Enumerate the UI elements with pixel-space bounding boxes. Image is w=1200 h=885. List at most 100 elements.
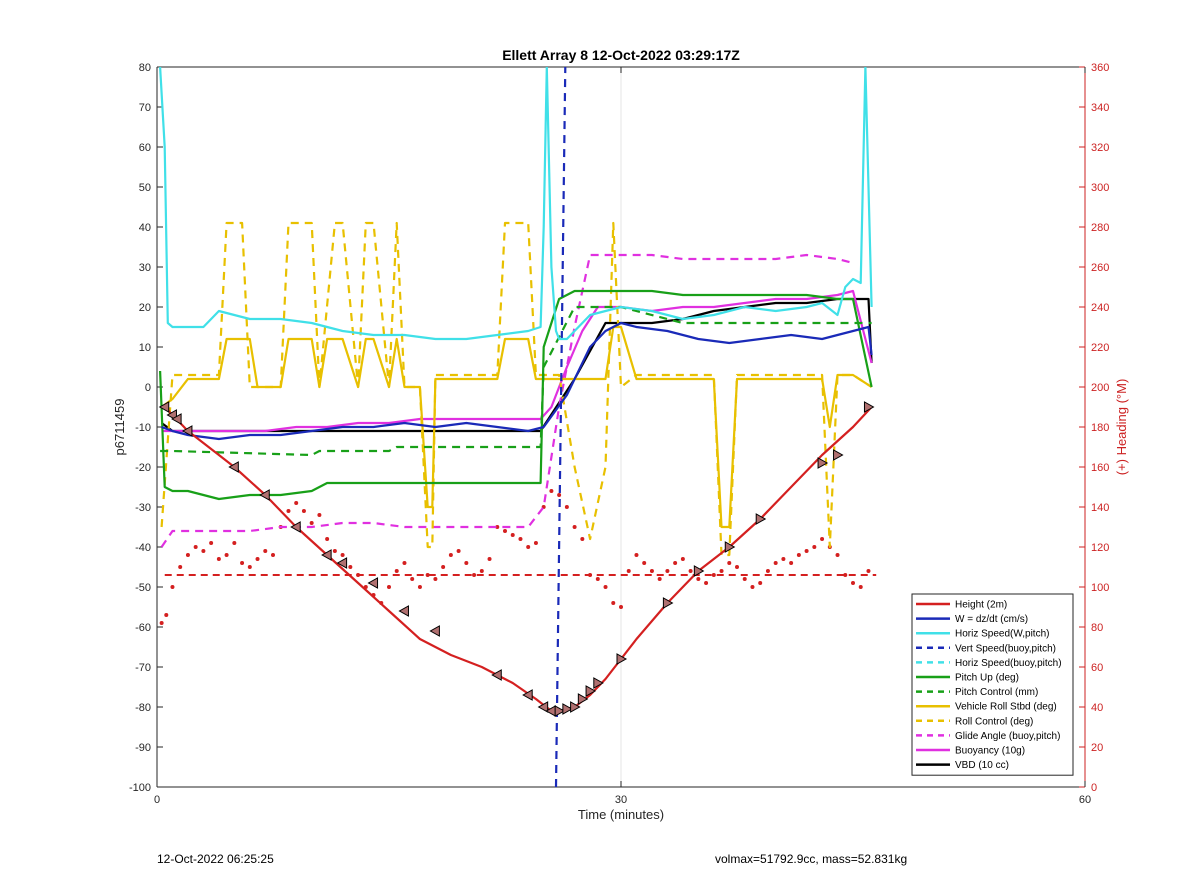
heading-point [271, 553, 275, 557]
heading-point [649, 569, 654, 573]
legend-label-vert-speed-buoy-pitch: Vert Speed(buoy,pitch) [955, 643, 1056, 654]
y2-tick-label: 40 [1091, 702, 1103, 714]
heading-point [619, 605, 623, 609]
heading-point [448, 553, 453, 557]
heading-point [564, 505, 569, 509]
heading-point [185, 553, 190, 557]
series-line-w-dz-dt-cm-s [161, 321, 873, 441]
heading-point [843, 573, 848, 577]
heading-point [688, 569, 693, 573]
height-direction-marker [833, 449, 844, 461]
heading-point [394, 569, 399, 573]
heading-point [216, 557, 221, 561]
heading-point [851, 581, 855, 585]
heading-point [387, 585, 391, 589]
heading-point [164, 613, 169, 617]
heading-point [193, 545, 198, 549]
series-line-buoyancy-10g [161, 289, 873, 433]
heading-point [549, 489, 554, 493]
heading-point [340, 553, 345, 557]
y2-tick-label: 300 [1091, 182, 1109, 194]
height-direction-marker [321, 549, 332, 561]
y-tick-label: 70 [139, 102, 151, 114]
height-direction-marker [662, 597, 674, 609]
y-tick-label: -60 [135, 622, 151, 634]
y-tick-label: -80 [135, 702, 151, 714]
y2-tick-label: 140 [1091, 502, 1109, 514]
series-line-horiz-speed-w-pitch [159, 67, 873, 341]
heading-point [804, 549, 809, 553]
legend-label-roll-control-deg: Roll Control (deg) [955, 716, 1033, 727]
heading-point [642, 561, 647, 565]
y2-tick-label: 100 [1091, 582, 1109, 594]
x-tick-label: 60 [1079, 794, 1091, 806]
y-tick-label: -30 [135, 502, 151, 514]
legend-label-pitch-control-mm: Pitch Control (mm) [955, 687, 1038, 698]
height-direction-marker [398, 605, 409, 617]
y-tick-label: -20 [135, 462, 151, 474]
y2-tick-label: 320 [1091, 142, 1109, 154]
heading-point [224, 553, 229, 557]
y-tick-label: -90 [135, 742, 151, 754]
x-tick-label: 30 [615, 794, 627, 806]
y2-axis-label: (+) Heading (°M) [1114, 379, 1129, 476]
height-direction-marker [491, 669, 502, 681]
y2-tick-label: 220 [1091, 342, 1109, 354]
heading-point [487, 557, 492, 561]
heading-point [232, 541, 237, 545]
heading-point [557, 493, 562, 497]
y2-tick-label: 120 [1091, 542, 1109, 554]
series-line-pitch-up-deg [159, 289, 873, 501]
y-tick-label: 10 [139, 342, 151, 354]
x-axis-label: Time (minutes) [578, 807, 664, 822]
y-tick-label: -70 [135, 662, 151, 674]
heading-point [472, 573, 477, 577]
height-direction-marker [336, 557, 348, 569]
height-direction-marker [693, 565, 705, 577]
heading-point [758, 581, 763, 585]
heading-point [309, 521, 314, 525]
height-direction-marker [228, 461, 239, 473]
series-line-pitch-control-mm [160, 305, 872, 457]
x-tick-label: 0 [154, 794, 160, 806]
legend-label-horiz-speed-w-pitch: Horiz Speed(W,pitch) [955, 629, 1049, 640]
y-tick-label: 60 [139, 142, 151, 154]
heading-point [294, 501, 299, 505]
y-tick-label: 20 [139, 302, 151, 314]
series-line-glide-angle-buoy-pitch [160, 253, 854, 548]
heading-point [634, 553, 639, 557]
heading-point [456, 549, 461, 553]
heading-point [263, 549, 268, 553]
y2-tick-label: 20 [1091, 742, 1103, 754]
heading-point [526, 545, 531, 549]
heading-point [441, 565, 446, 569]
heading-point [603, 585, 608, 589]
height-direction-marker [724, 541, 736, 553]
heading-point [611, 601, 616, 605]
y2-tick-label: 240 [1091, 302, 1109, 314]
heading-point [727, 561, 732, 565]
heading-point [201, 549, 206, 553]
y-tick-label: -10 [135, 422, 151, 434]
heading-point [317, 513, 322, 517]
y2-tick-label: 280 [1091, 222, 1109, 234]
heading-point [665, 569, 670, 573]
heading-point [533, 541, 538, 545]
height-direction-marker [585, 685, 597, 697]
heading-point [588, 573, 593, 577]
heading-point [835, 553, 840, 557]
legend-label-horiz-speed-buoy-pitch: Horiz Speed(buoy,pitch) [955, 658, 1062, 669]
heading-point [255, 557, 260, 561]
heading-point [159, 621, 164, 625]
height-direction-marker [259, 489, 270, 501]
y-tick-label: 50 [139, 182, 151, 194]
height-direction-marker [554, 705, 566, 717]
heading-point [657, 577, 662, 581]
legend-label-vbd-10-cc: VBD (10 cc) [955, 760, 1009, 771]
heading-point [719, 569, 724, 573]
heading-point [595, 577, 600, 581]
y2-tick-label: 160 [1091, 462, 1109, 474]
y2-tick-label: 260 [1091, 262, 1109, 274]
heading-point [402, 561, 407, 565]
